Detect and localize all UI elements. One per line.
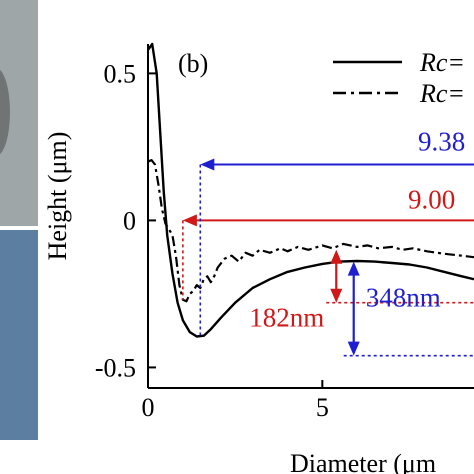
- y-axis-label: Height (μm): [43, 132, 72, 261]
- depth-arrow-head-bottom: [347, 341, 360, 356]
- x-axis-label: Diameter (μm: [290, 449, 436, 474]
- series-line-dashdot: [148, 159, 474, 303]
- annotation-layer: 9.38 9.00 182nm 348nm: [182, 127, 474, 357]
- x-tick-label: 0: [142, 393, 155, 422]
- series-layer: [148, 42, 474, 338]
- photo-bottom: [0, 230, 38, 440]
- photo-drop-edge: [0, 69, 10, 155]
- depth-arrow-head-bottom: [330, 288, 343, 303]
- panel-label: (b): [178, 49, 208, 78]
- y-tick-label: -0.5: [95, 353, 136, 382]
- legend: Rc= Rc=: [333, 48, 465, 108]
- depth-label: 182nm: [249, 303, 324, 333]
- width-label: 9.38: [418, 127, 465, 157]
- photo-divider: [0, 226, 38, 230]
- photo-strip: [0, 0, 38, 440]
- y-tick-label: 0.5: [104, 59, 137, 88]
- depth-arrow-head-top: [347, 261, 360, 276]
- legend-label-solid: Rc=: [419, 48, 465, 77]
- x-tick-label: 5: [316, 393, 329, 422]
- width-label: 9.00: [408, 184, 455, 214]
- width-arrow-head: [182, 214, 197, 227]
- series-line-solid: [148, 42, 474, 338]
- width-arrow-head: [200, 158, 215, 171]
- depth-arrow-head-top: [330, 249, 343, 264]
- legend-label-dashdot: Rc=: [419, 79, 465, 108]
- depth-label: 348nm: [366, 283, 441, 313]
- y-tick-label: 0: [123, 206, 136, 235]
- axis-ticks: 0 50.50-0.5: [95, 59, 329, 422]
